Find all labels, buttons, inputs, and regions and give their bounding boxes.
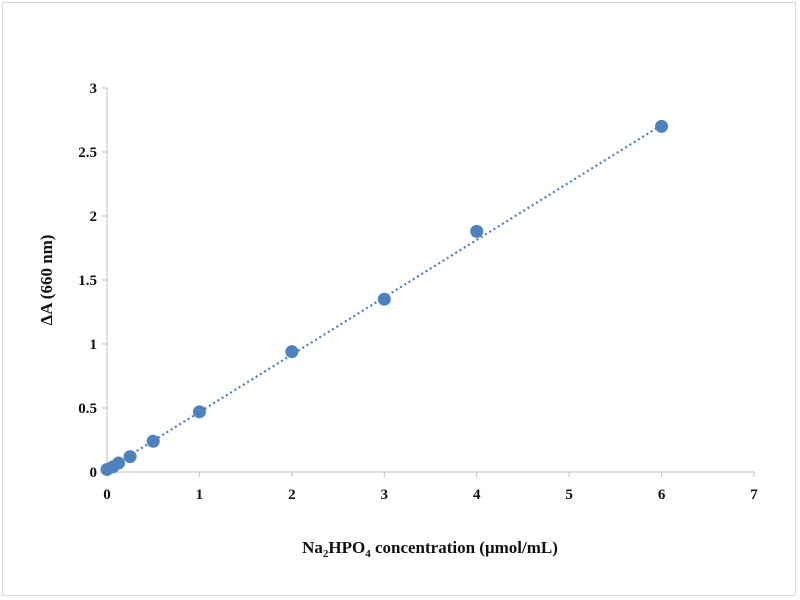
x-tick-label: 6 <box>658 487 666 503</box>
data-points <box>100 119 669 476</box>
y-tick-label: 1.5 <box>78 273 97 289</box>
x-tick-label: 2 <box>288 487 296 503</box>
y-axis-title: ΔA (660 nm) <box>37 235 56 326</box>
y-tick-label: 2 <box>90 209 98 225</box>
x-tick-label: 4 <box>473 487 481 503</box>
data-point <box>377 292 391 306</box>
data-point <box>192 405 206 419</box>
x-tick-label: 3 <box>381 487 389 503</box>
x-tick-label: 0 <box>103 487 111 503</box>
data-point <box>655 119 669 133</box>
data-point <box>146 434 160 448</box>
data-point <box>123 450 137 464</box>
y-tick-label: 2.5 <box>78 145 97 161</box>
y-tick-label: 1 <box>90 337 98 353</box>
data-point <box>470 224 484 238</box>
data-point <box>112 456 126 470</box>
data-point <box>285 345 299 359</box>
tick-labels: 0 1 2 3 4 5 6 7 0 0.5 1 1.5 2 2.5 3 <box>78 81 758 503</box>
chart-axes <box>102 87 755 477</box>
y-tick-label: 3 <box>90 81 98 97</box>
x-tick-label: 7 <box>750 487 758 503</box>
x-tick-label: 1 <box>196 487 204 503</box>
x-axis-title: Na2HPO4 concentration (μmol/mL) <box>302 538 558 560</box>
y-tick-label: 0 <box>90 465 98 481</box>
x-tick-label: 5 <box>565 487 573 503</box>
y-tick-label: 0.5 <box>78 401 97 417</box>
